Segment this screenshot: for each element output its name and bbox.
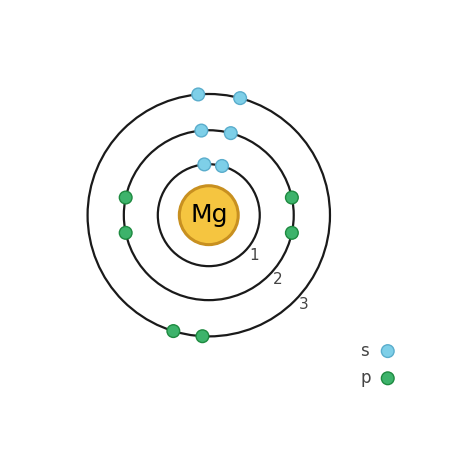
Circle shape <box>380 372 393 385</box>
Circle shape <box>119 226 132 239</box>
Text: Mg: Mg <box>190 203 227 227</box>
Circle shape <box>196 330 208 342</box>
Circle shape <box>192 88 204 101</box>
Circle shape <box>285 191 298 204</box>
Circle shape <box>233 92 246 104</box>
Circle shape <box>285 226 298 239</box>
Text: p: p <box>360 369 370 387</box>
Circle shape <box>119 191 132 204</box>
Text: 3: 3 <box>298 298 308 312</box>
Text: s: s <box>360 342 369 360</box>
Circle shape <box>195 124 207 137</box>
Circle shape <box>380 345 393 358</box>
Text: 2: 2 <box>272 272 282 287</box>
Circle shape <box>224 127 237 140</box>
Circle shape <box>167 325 179 337</box>
Text: 1: 1 <box>248 248 258 263</box>
Circle shape <box>179 186 238 245</box>
Circle shape <box>215 159 228 172</box>
Circle shape <box>197 158 210 171</box>
